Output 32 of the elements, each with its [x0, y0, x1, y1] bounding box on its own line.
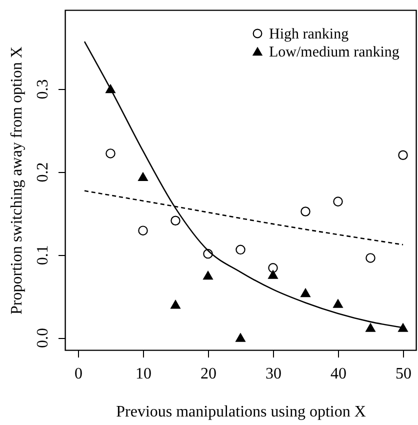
point	[138, 172, 148, 181]
x-tick-label: 0	[74, 366, 82, 382]
point	[268, 263, 278, 273]
x-tick-label: 20	[200, 366, 216, 382]
point	[366, 323, 376, 332]
point	[203, 271, 213, 280]
point	[300, 288, 310, 298]
point	[300, 206, 310, 216]
y-tick-label: 0.1	[34, 245, 52, 266]
point	[236, 333, 246, 342]
x-tick-label: 40	[330, 366, 346, 382]
y-tick-label: 0.0	[34, 328, 52, 348]
point	[138, 226, 148, 236]
point	[333, 299, 343, 308]
point	[268, 270, 278, 279]
point	[366, 253, 376, 263]
point	[170, 300, 180, 309]
x-axis-title: Previous manipulations using option X	[116, 404, 366, 420]
x-tick-label: 50	[396, 366, 412, 382]
x-tick-label: 30	[266, 366, 282, 382]
point	[170, 216, 180, 226]
y-axis-title: Proportion switching away from option X	[8, 46, 26, 314]
y-tick-label: 0.2	[34, 162, 52, 182]
x-tick-label: 10	[136, 366, 152, 382]
y-tick-label: 0.3	[34, 79, 52, 100]
legend-label: High ranking	[269, 26, 350, 42]
point	[106, 148, 116, 158]
point	[236, 244, 246, 255]
point	[333, 196, 343, 206]
legend-label: Low/medium ranking	[269, 44, 400, 60]
point	[398, 150, 408, 160]
point	[398, 323, 408, 332]
